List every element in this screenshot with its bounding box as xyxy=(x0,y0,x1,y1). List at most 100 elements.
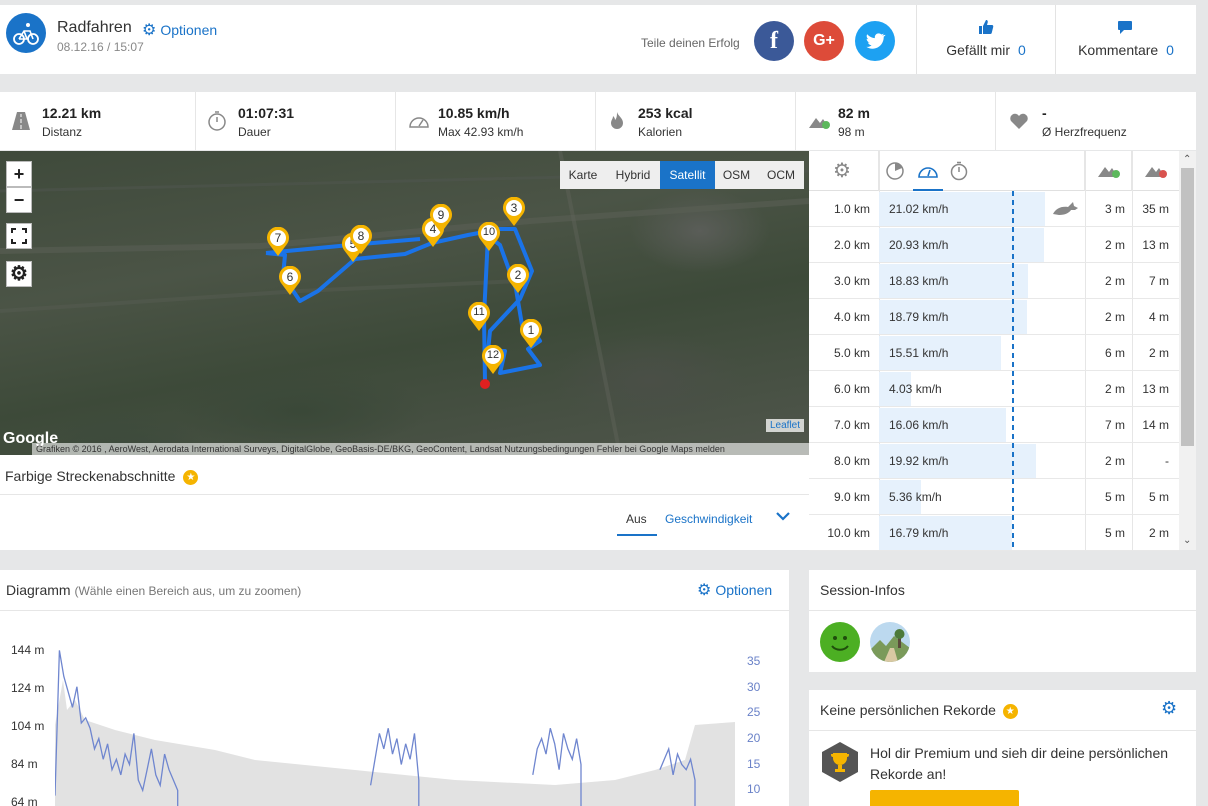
km-marker[interactable]: 12 xyxy=(481,344,505,378)
stats-bar: 12.21 km Distanz 01:07:31 Dauer 10.85 km… xyxy=(0,92,1196,150)
stat-value: 82 m xyxy=(838,105,870,121)
stopwatch-icon[interactable] xyxy=(949,161,969,181)
divider xyxy=(809,730,1196,731)
header-options-link[interactable]: ⚙ Optionen xyxy=(142,20,217,40)
fullscreen-button[interactable] xyxy=(6,223,32,249)
km-marker[interactable]: 1 xyxy=(519,318,543,352)
speed-tab[interactable] xyxy=(913,151,943,191)
split-ascent: 2 m xyxy=(1104,454,1125,468)
road-icon xyxy=(12,112,30,130)
smiley-mood-icon[interactable] xyxy=(820,622,860,662)
split-ascent: 2 m xyxy=(1104,274,1125,288)
table-row[interactable]: 1.0 km 21.02 km/h 3 m 35 m xyxy=(809,191,1179,227)
options-label: Optionen xyxy=(160,22,218,38)
table-row[interactable]: 6.0 km 4.03 km/h 2 m 13 m xyxy=(809,371,1179,407)
y-axis-left-tick: 104 m xyxy=(11,719,45,733)
split-speed: 21.02 km/h xyxy=(889,202,949,216)
split-speed: 4.03 km/h xyxy=(889,382,942,396)
stat-value: 10.85 km/h xyxy=(438,105,510,121)
y-axis-left-tick: 84 m xyxy=(11,757,38,771)
chevron-down-icon[interactable]: ⌄ xyxy=(1183,535,1192,546)
pace-icon[interactable] xyxy=(885,161,905,181)
records-settings-button[interactable]: ⚙ xyxy=(1161,698,1177,719)
table-row[interactable]: 5.0 km 15.51 km/h 6 m 2 m xyxy=(809,335,1179,371)
thumbs-up-icon xyxy=(978,19,994,39)
km-marker-label: 4 xyxy=(429,222,437,236)
table-row[interactable]: 9.0 km 5.36 km/h 5 m 5 m xyxy=(809,479,1179,515)
diagram-panel[interactable]: Diagramm (Wähle einen Bereich aus, um zu… xyxy=(0,570,789,806)
chevron-up-icon[interactable]: ⌃ xyxy=(1183,154,1192,165)
divider xyxy=(916,5,917,74)
route-path xyxy=(265,227,542,382)
map-type-hybrid[interactable]: Hybrid xyxy=(606,161,660,189)
leaflet-link[interactable]: Leaflet xyxy=(766,419,805,432)
split-ascent: 2 m xyxy=(1104,382,1125,396)
speed-series-line xyxy=(55,650,179,806)
km-marker-label: 7 xyxy=(274,231,282,245)
km-marker[interactable]: 11 xyxy=(467,301,491,335)
diagram-options-link[interactable]: ⚙ Optionen xyxy=(697,580,772,600)
zoom-out-button[interactable]: − xyxy=(6,187,32,213)
map-type-ocm[interactable]: OCM xyxy=(758,161,804,189)
map-type-osm[interactable]: OSM xyxy=(715,161,758,189)
stat-duration: 01:07:31 Dauer xyxy=(196,92,396,150)
chevron-down-icon[interactable] xyxy=(775,510,791,525)
google-plus-share-button[interactable]: G+ xyxy=(804,21,844,61)
table-row[interactable]: 4.0 km 18.79 km/h 2 m 4 m xyxy=(809,299,1179,335)
map-type-satellit[interactable]: Satellit xyxy=(660,161,715,189)
km-marker[interactable]: 8 xyxy=(349,224,373,258)
premium-button[interactable] xyxy=(870,790,1019,806)
route-end-marker xyxy=(480,379,490,389)
km-marker[interactable]: 10 xyxy=(477,221,501,255)
table-row[interactable]: 7.0 km 16.06 km/h 7 m 14 m xyxy=(809,407,1179,443)
colored-segments-panel: Farbige Streckenabschnitte ★ Aus Geschwi… xyxy=(0,455,809,550)
map-type-karte[interactable]: Karte xyxy=(560,161,606,189)
stat-value: 253 kcal xyxy=(638,105,693,121)
diagram-title-text: Diagramm xyxy=(6,582,71,598)
segments-option-off[interactable]: Aus xyxy=(626,512,647,526)
scrollbar-thumb[interactable] xyxy=(1181,168,1194,446)
comments-label: Kommentare xyxy=(1078,42,1159,58)
km-marker-label: 6 xyxy=(286,270,294,284)
table-row[interactable]: 3.0 km 18.83 km/h 2 m 7 m xyxy=(809,263,1179,299)
divider xyxy=(0,610,789,611)
zoom-in-button[interactable]: + xyxy=(6,161,32,187)
facebook-share-button[interactable]: f xyxy=(754,21,794,61)
google-logo: Google xyxy=(3,430,59,447)
speed-elevation-chart[interactable] xyxy=(55,640,735,806)
split-distance: 6.0 km xyxy=(833,382,870,396)
route-overlay xyxy=(0,151,809,455)
speed-bar xyxy=(879,480,921,514)
table-scrollbar[interactable]: ⌃ ⌄ xyxy=(1179,151,1196,550)
speed-bar xyxy=(879,192,1045,226)
map-settings-button[interactable]: ⚙ xyxy=(6,261,32,287)
y-axis-left-tick: 124 m xyxy=(11,681,45,695)
settings-column-header[interactable]: ⚙ xyxy=(809,151,879,191)
route-map[interactable]: 1 2 3 4 5 6 7 8 9 10 11 12 + − ⚙ Karte H… xyxy=(0,151,809,455)
stat-distance: 12.21 km Distanz xyxy=(0,92,196,150)
km-marker[interactable]: 6 xyxy=(278,265,302,299)
y-axis-right-tick: 30 xyxy=(747,680,761,694)
twitter-share-button[interactable] xyxy=(855,21,895,61)
stat-calories: 253 kcal Kalorien xyxy=(596,92,796,150)
split-distance: 7.0 km xyxy=(833,418,870,432)
km-marker[interactable]: 7 xyxy=(266,226,290,260)
like-label: Gefällt mir xyxy=(946,42,1011,58)
table-row[interactable]: 2.0 km 20.93 km/h 2 m 13 m xyxy=(809,227,1179,263)
stat-label: Dauer xyxy=(238,125,271,139)
table-row[interactable]: 8.0 km 19.92 km/h 2 m - xyxy=(809,443,1179,479)
split-speed: 18.79 km/h xyxy=(889,310,949,324)
map-attribution[interactable]: Grafiken © 2016 , AeroWest, Aerodata Int… xyxy=(32,443,809,455)
km-marker[interactable]: 9 xyxy=(429,203,453,237)
km-marker[interactable]: 2 xyxy=(506,263,530,297)
comments-button[interactable]: Kommentare 0 xyxy=(1056,5,1196,74)
km-marker[interactable]: 3 xyxy=(502,196,526,230)
like-button[interactable]: Gefällt mir 0 xyxy=(917,5,1055,74)
trail-surface-icon[interactable] xyxy=(870,622,910,662)
records-title-text: Keine persönlichen Rekorde xyxy=(820,702,996,718)
split-ascent: 5 m xyxy=(1104,490,1125,504)
table-row[interactable]: 10.0 km 16.79 km/h 5 m 2 m xyxy=(809,515,1179,551)
segments-option-speed[interactable]: Geschwindigkeit xyxy=(665,512,753,526)
ascent-column-header xyxy=(1085,151,1132,191)
y-axis-right-tick: 20 xyxy=(747,731,761,745)
